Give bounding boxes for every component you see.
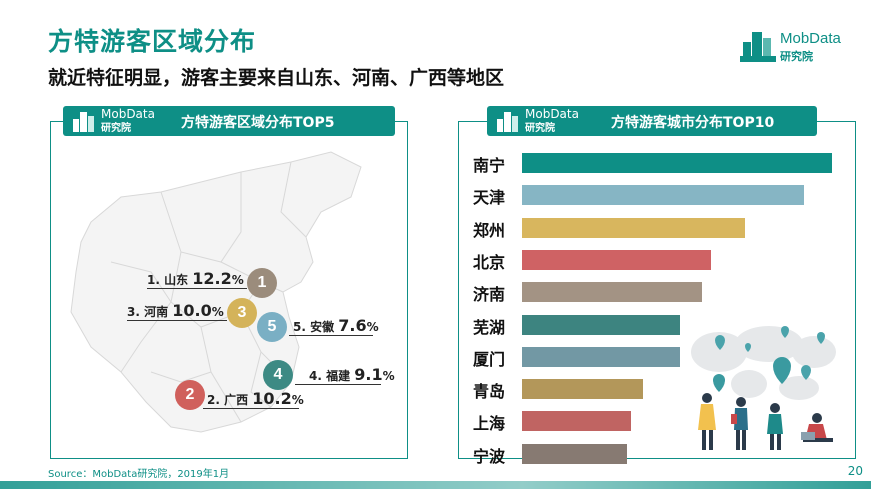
region-callout-anhui: 5. 安徽 7.6% — [293, 316, 379, 335]
region-label: 2. 广西 — [207, 393, 249, 407]
region-badge-fujian: 4 — [263, 360, 293, 390]
city-bar — [522, 217, 746, 238]
region-callout-shandong: 1. 山东 12.2% — [147, 269, 244, 288]
region-badge-shandong: 1 — [247, 268, 277, 298]
region-value: 10.2 — [252, 389, 292, 408]
person-icon — [767, 403, 783, 450]
brand-logo: MobData 研究院 — [740, 28, 850, 64]
region-unit: % — [382, 369, 395, 383]
region-callout-henan: 3. 河南 10.0% — [127, 301, 224, 320]
city-label: 上海 — [473, 414, 506, 434]
region-callout-fujian: 4. 福建 9.1% — [309, 365, 395, 384]
city-label: 北京 — [473, 252, 506, 272]
city-bar — [522, 443, 628, 464]
city-bar — [522, 379, 643, 400]
region-unit: % — [291, 393, 304, 407]
city-bar — [522, 185, 805, 206]
person-icon — [731, 397, 748, 450]
region-value: 12.2 — [192, 269, 232, 288]
city-label: 郑州 — [473, 220, 506, 240]
panel-brand-sub: 研究院 — [525, 123, 555, 134]
building-logo-icon — [73, 112, 94, 132]
region-badge-guangxi: 2 — [175, 380, 205, 410]
region-label: 4. 福建 — [309, 369, 351, 383]
city-bar — [522, 153, 832, 173]
person-icon — [801, 413, 833, 442]
region-panel-title: 方特游客区域分布TOP5 — [181, 115, 335, 131]
city-label: 青岛 — [473, 382, 506, 402]
city-label: 宁波 — [473, 446, 506, 466]
region-value: 7.6 — [338, 316, 367, 335]
source-note: Source：MobData研究院，2019年1月 — [48, 469, 230, 480]
building-logo-icon — [740, 32, 776, 62]
panel-brand: MobData 研究院 — [101, 108, 155, 135]
city-panel-title: 方特游客城市分布TOP10 — [611, 115, 775, 131]
panel-brand-name: MobData — [525, 107, 579, 121]
region-map-panel: MobData 研究院 方特游客区域分布TOP5 1. 山东 12.2% 1 3… — [50, 106, 408, 459]
building-logo-icon — [497, 112, 518, 132]
panel-brand-sub: 研究院 — [101, 123, 131, 134]
page-number: 20 — [847, 464, 863, 478]
city-bar — [522, 282, 702, 303]
region-label: 5. 安徽 — [293, 320, 335, 334]
page-subtitle: 就近特征明显，游客主要来自山东、河南、广西等地区 — [48, 67, 505, 89]
region-badge-anhui: 5 — [257, 312, 287, 342]
callout-line — [127, 320, 227, 321]
region-label: 1. 山东 — [147, 273, 189, 287]
city-label: 济南 — [473, 285, 506, 305]
city-label: 芜湖 — [473, 317, 506, 337]
city-bar-panel: MobData 研究院 方特游客城市分布TOP10 — [458, 106, 856, 466]
region-panel-header: MobData 研究院 方特游客区域分布TOP5 — [63, 106, 395, 136]
page-title: 方特游客区域分布 — [48, 27, 257, 56]
callout-line — [147, 288, 247, 289]
city-label: 天津 — [473, 188, 506, 208]
panel-brand: MobData 研究院 — [525, 108, 579, 135]
city-label: 厦门 — [473, 349, 506, 369]
region-callout-guangxi: 2. 广西 10.2% — [207, 389, 304, 408]
region-badge-henan: 3 — [227, 298, 257, 328]
callout-line — [289, 335, 373, 336]
city-bar — [522, 249, 712, 270]
brand-sub: 研究院 — [780, 50, 813, 63]
china-map — [70, 151, 362, 433]
city-bar — [522, 314, 681, 335]
region-unit: % — [366, 320, 379, 334]
city-bar — [522, 411, 631, 432]
city-panel-header: MobData 研究院 方特游客城市分布TOP10 — [487, 106, 817, 136]
person-icon — [698, 393, 716, 450]
footer-band — [0, 481, 871, 489]
region-value: 9.1 — [354, 365, 383, 384]
region-value: 10.0 — [172, 301, 212, 320]
city-label: 南宁 — [473, 156, 506, 175]
city-bar — [522, 346, 681, 367]
brand-name: MobData — [780, 30, 841, 47]
region-label: 3. 河南 — [127, 305, 169, 319]
panel-brand-name: MobData — [101, 107, 155, 121]
map-pin-icon — [713, 326, 825, 392]
region-unit: % — [211, 305, 224, 319]
callout-line — [295, 384, 381, 385]
callout-line — [203, 408, 299, 409]
region-unit: % — [231, 273, 244, 287]
travelers-illustration — [691, 326, 836, 450]
